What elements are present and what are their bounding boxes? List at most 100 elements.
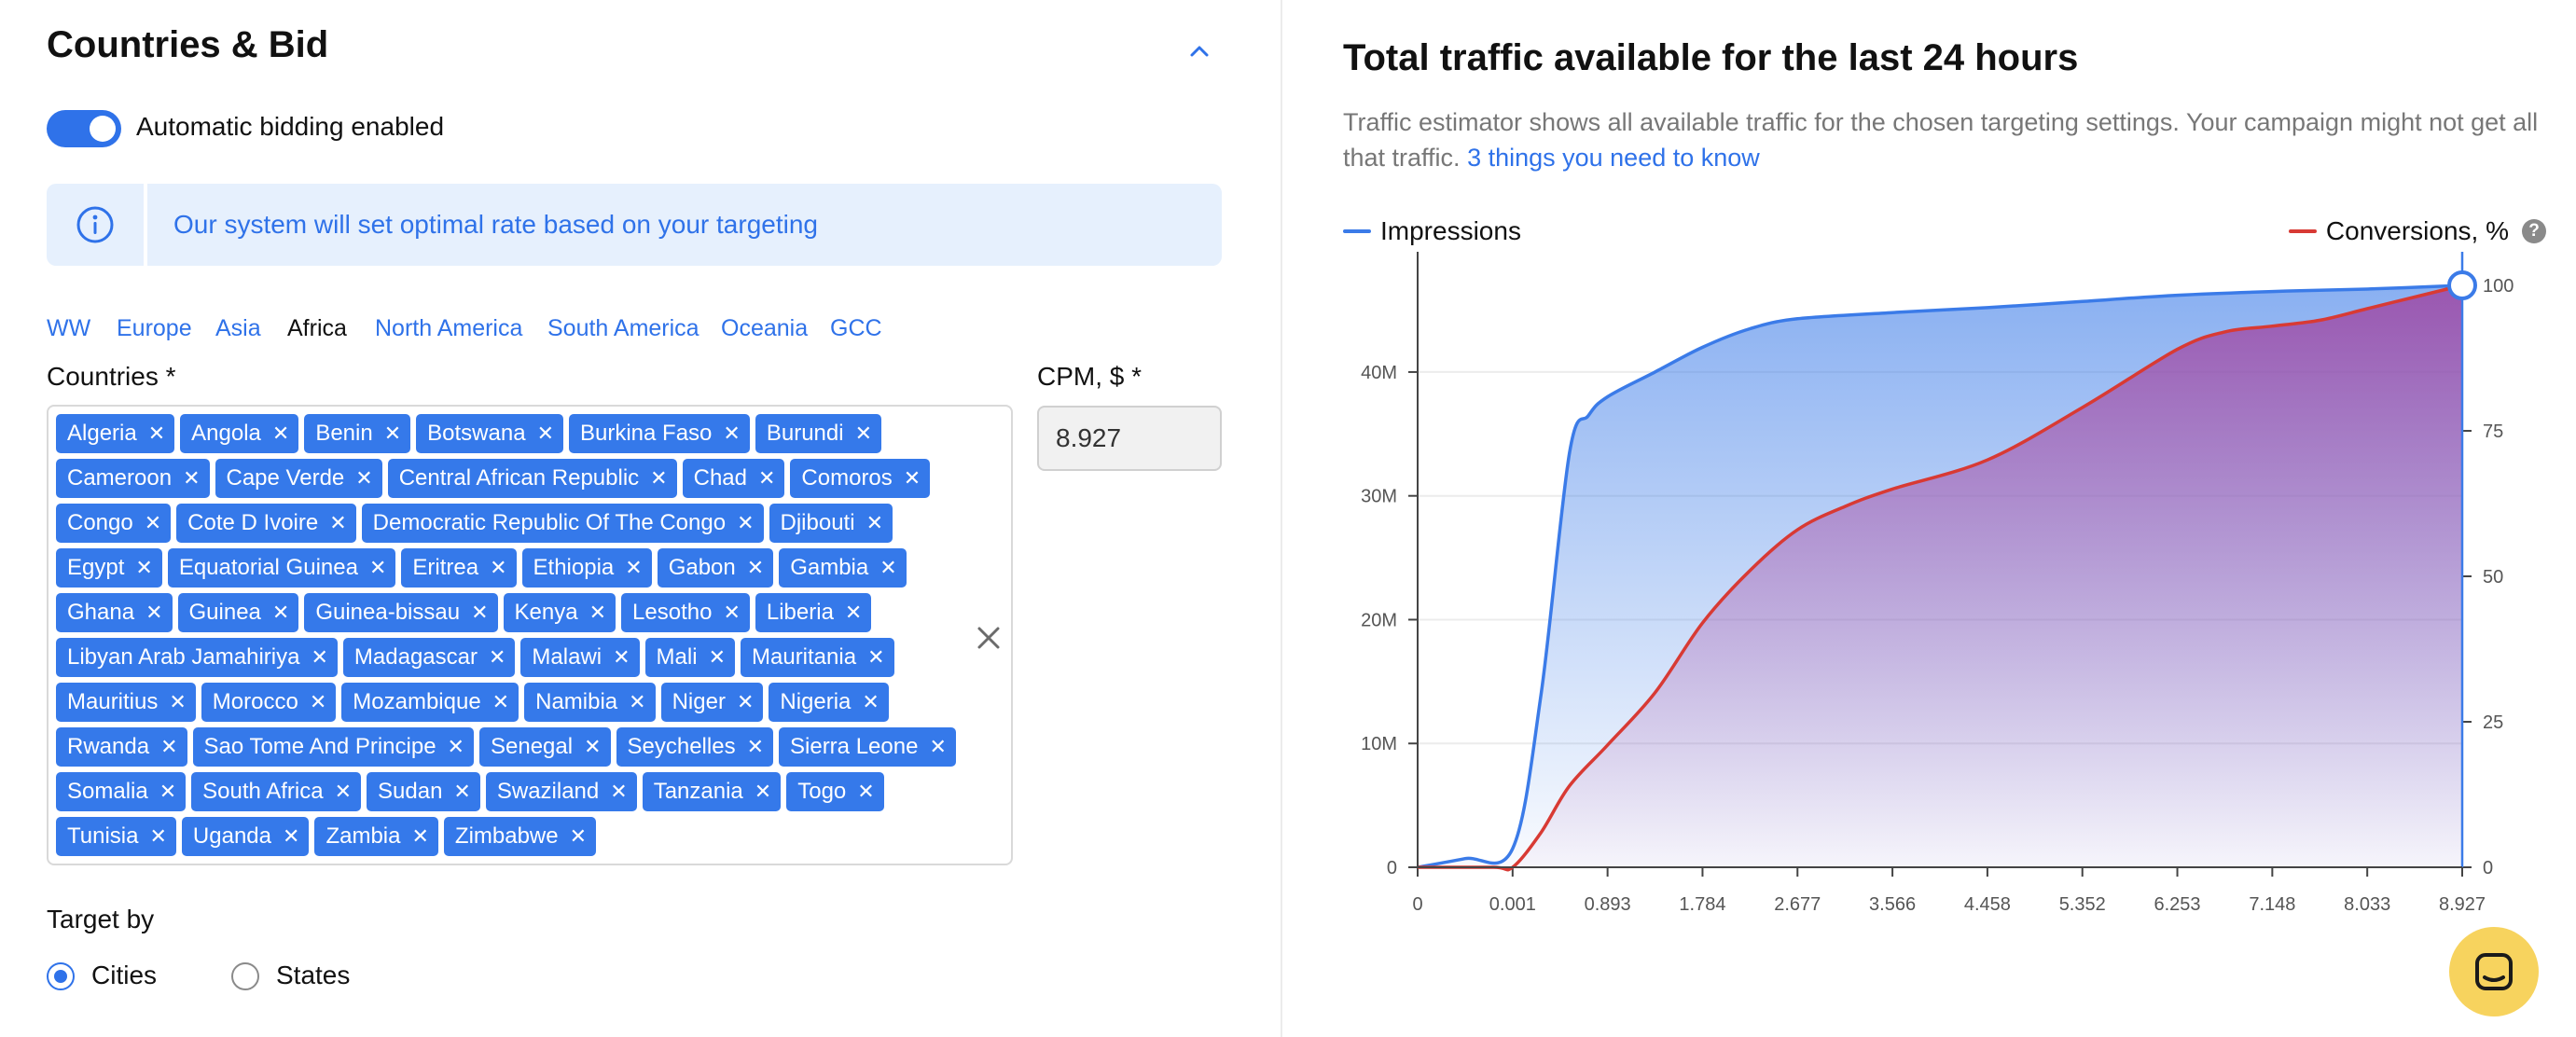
region-tab-europe[interactable]: Europe (117, 315, 192, 341)
country-tag[interactable]: Mozambique ✕ (341, 683, 519, 722)
country-tag[interactable]: Libyan Arab Jamahiriya ✕ (56, 638, 338, 677)
remove-tag-icon[interactable]: ✕ (471, 601, 489, 624)
country-tag[interactable]: Chad ✕ (682, 459, 785, 498)
remove-tag-icon[interactable]: ✕ (536, 422, 554, 445)
remove-tag-icon[interactable]: ✕ (368, 556, 387, 579)
country-tag[interactable]: Djibouti ✕ (769, 504, 893, 543)
country-tag[interactable]: Comoros ✕ (790, 459, 931, 498)
remove-tag-icon[interactable]: ✕ (867, 645, 885, 669)
country-tag[interactable]: Niger ✕ (660, 683, 764, 722)
remove-tag-icon[interactable]: ✕ (857, 780, 875, 803)
remove-tag-icon[interactable]: ✕ (844, 601, 863, 624)
remove-tag-icon[interactable]: ✕ (309, 690, 327, 713)
country-tag[interactable]: Gambia ✕ (779, 548, 907, 588)
remove-tag-icon[interactable]: ✕ (589, 601, 607, 624)
country-tag[interactable]: Equatorial Guinea ✕ (167, 548, 396, 588)
country-tag[interactable]: Algeria ✕ (56, 414, 175, 453)
remove-tag-icon[interactable]: ✕ (329, 511, 347, 534)
remove-tag-icon[interactable]: ✕ (866, 511, 883, 534)
remove-tag-icon[interactable]: ✕ (411, 824, 429, 848)
region-tab-africa[interactable]: Africa (287, 315, 347, 341)
country-tag[interactable]: Seychelles ✕ (616, 727, 773, 767)
remove-tag-icon[interactable]: ✕ (746, 735, 764, 758)
remove-tag-icon[interactable]: ✕ (757, 466, 776, 490)
country-tag[interactable]: Uganda ✕ (181, 817, 310, 856)
country-tag[interactable]: Sierra Leone ✕ (779, 727, 956, 767)
country-tag[interactable]: Lesotho ✕ (621, 593, 750, 632)
remove-tag-icon[interactable]: ✕ (135, 556, 153, 579)
country-tag[interactable]: Kenya ✕ (503, 593, 616, 632)
remove-tag-icon[interactable]: ✕ (169, 690, 187, 713)
country-tag[interactable]: Egypt ✕ (56, 548, 162, 588)
remove-tag-icon[interactable]: ✕ (903, 466, 921, 490)
remove-tag-icon[interactable]: ✕ (929, 735, 947, 758)
region-tab-asia[interactable]: Asia (215, 315, 261, 341)
country-tag[interactable]: Central African Republic ✕ (387, 459, 677, 498)
country-tag[interactable]: South Africa ✕ (191, 772, 362, 811)
country-tag[interactable]: Rwanda ✕ (56, 727, 187, 767)
country-tag[interactable]: Guinea-bissau ✕ (304, 593, 498, 632)
remove-tag-icon[interactable]: ✕ (754, 780, 772, 803)
country-tag[interactable]: Botswana ✕ (416, 414, 563, 453)
country-tag[interactable]: Togo ✕ (786, 772, 884, 811)
remove-tag-icon[interactable]: ✕ (723, 422, 741, 445)
chat-button[interactable] (2449, 927, 2539, 1016)
remove-tag-icon[interactable]: ✕ (625, 556, 643, 579)
country-tag[interactable]: Somalia ✕ (56, 772, 187, 811)
country-tag[interactable]: Zambia ✕ (314, 817, 438, 856)
remove-tag-icon[interactable]: ✕ (490, 556, 507, 579)
remove-tag-icon[interactable]: ✕ (453, 780, 471, 803)
remove-tag-icon[interactable]: ✕ (613, 645, 630, 669)
country-tag[interactable]: Sudan ✕ (367, 772, 480, 811)
country-tag[interactable]: Angola ✕ (180, 414, 299, 453)
remove-tag-icon[interactable]: ✕ (488, 645, 506, 669)
remove-tag-icon[interactable]: ✕ (383, 422, 402, 445)
remove-tag-icon[interactable]: ✕ (145, 601, 163, 624)
remove-tag-icon[interactable]: ✕ (159, 780, 177, 803)
remove-tag-icon[interactable]: ✕ (355, 466, 373, 490)
remove-tag-icon[interactable]: ✕ (569, 824, 588, 848)
remove-tag-icon[interactable]: ✕ (650, 466, 668, 490)
remove-tag-icon[interactable]: ✕ (862, 690, 879, 713)
clear-all-button[interactable] (970, 619, 1007, 657)
country-tag[interactable]: Ethiopia ✕ (521, 548, 652, 588)
cities-radio[interactable] (47, 962, 75, 990)
remove-tag-icon[interactable]: ✕ (183, 466, 201, 490)
countries-multiselect[interactable]: Algeria ✕ Angola ✕ Benin ✕ Botswana ✕ Burkina Fa… (47, 405, 1013, 865)
country-tag[interactable]: Gabon ✕ (657, 548, 774, 588)
country-tag[interactable]: Cameroon ✕ (56, 459, 210, 498)
country-tag[interactable]: Cote D Ivoire ✕ (176, 504, 356, 543)
country-tag[interactable]: Madagascar ✕ (342, 638, 516, 677)
remove-tag-icon[interactable]: ✕ (708, 645, 726, 669)
country-tag[interactable]: Swaziland ✕ (485, 772, 637, 811)
remove-tag-icon[interactable]: ✕ (723, 601, 741, 624)
range-handle[interactable] (2447, 270, 2477, 300)
country-tag[interactable]: Burkina Faso ✕ (569, 414, 750, 453)
country-tag[interactable]: Sao Tome And Principe ✕ (192, 727, 474, 767)
things-to-know-link[interactable]: 3 things you need to know (1467, 144, 1760, 172)
remove-tag-icon[interactable]: ✕ (492, 690, 510, 713)
remove-tag-icon[interactable]: ✕ (879, 556, 897, 579)
country-tag[interactable]: Mauritania ✕ (741, 638, 894, 677)
remove-tag-icon[interactable]: ✕ (271, 422, 290, 445)
country-tag[interactable]: Zimbabwe ✕ (443, 817, 597, 856)
remove-tag-icon[interactable]: ✕ (854, 422, 873, 445)
remove-tag-icon[interactable]: ✕ (334, 780, 353, 803)
country-tag[interactable]: Namibia ✕ (524, 683, 656, 722)
country-tag[interactable]: Tanzania ✕ (642, 772, 782, 811)
region-tab-oceania[interactable]: Oceania (721, 315, 809, 341)
country-tag[interactable]: Morocco ✕ (201, 683, 337, 722)
remove-tag-icon[interactable]: ✕ (144, 511, 162, 534)
country-tag[interactable]: Liberia ✕ (755, 593, 872, 632)
states-radio[interactable] (231, 962, 259, 990)
country-tag[interactable]: Burundi ✕ (755, 414, 882, 453)
region-tab-north-america[interactable]: North America (375, 315, 523, 341)
region-tab-south-america[interactable]: South America (547, 315, 699, 341)
remove-tag-icon[interactable]: ✕ (271, 601, 290, 624)
country-tag[interactable]: Senegal ✕ (478, 727, 611, 767)
remove-tag-icon[interactable]: ✕ (610, 780, 628, 803)
country-tag[interactable]: Mauritius ✕ (56, 683, 196, 722)
region-tab-gcc[interactable]: GCC (830, 315, 882, 341)
remove-tag-icon[interactable]: ✕ (746, 556, 765, 579)
country-tag[interactable]: Nigeria ✕ (769, 683, 889, 722)
